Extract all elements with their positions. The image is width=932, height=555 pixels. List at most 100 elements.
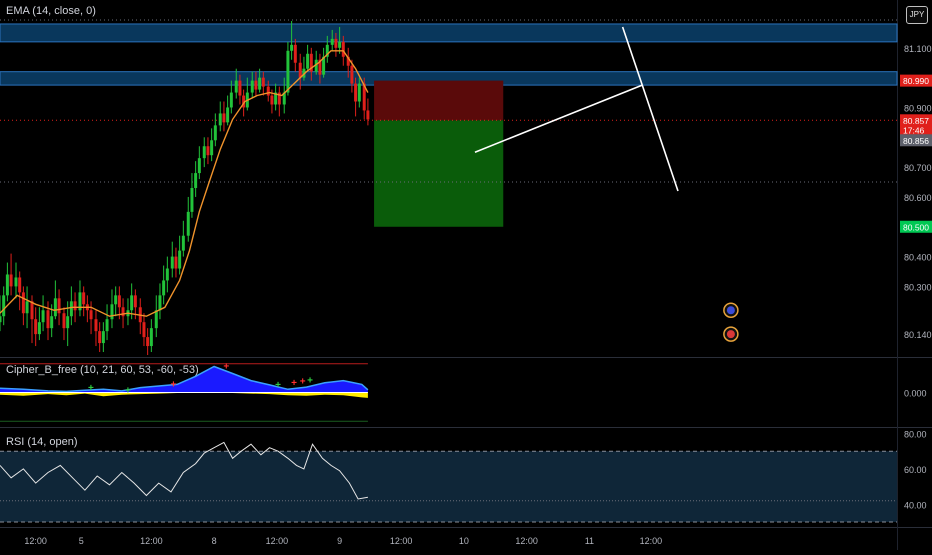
candle bbox=[325, 44, 329, 57]
trendline bbox=[474, 84, 643, 153]
candle bbox=[234, 80, 238, 93]
price-axis-label: 80.700 bbox=[904, 163, 932, 173]
candle bbox=[242, 95, 246, 108]
candle bbox=[314, 59, 318, 72]
price-tag-label: 80.856 bbox=[903, 136, 929, 146]
trendline bbox=[621, 26, 679, 192]
candle bbox=[117, 295, 121, 308]
candle bbox=[354, 83, 358, 102]
candle bbox=[202, 146, 206, 159]
candle bbox=[274, 92, 278, 105]
candle bbox=[57, 298, 61, 314]
price-axis-label: 80.300 bbox=[904, 282, 932, 292]
candle bbox=[286, 50, 290, 93]
buy-signal: + bbox=[88, 383, 94, 394]
candle bbox=[226, 107, 230, 123]
take-profit-zone bbox=[374, 120, 504, 227]
candle bbox=[53, 298, 57, 317]
buy-signal: + bbox=[125, 385, 131, 396]
candle bbox=[73, 301, 77, 311]
price-tag bbox=[900, 123, 932, 136]
candle bbox=[290, 44, 294, 51]
candle bbox=[154, 310, 158, 329]
currency-label[interactable]: JPY bbox=[906, 6, 928, 24]
candle bbox=[282, 92, 286, 105]
candle bbox=[197, 158, 201, 174]
price-axis-label: 80.140 bbox=[904, 330, 932, 340]
buy-signal: + bbox=[275, 380, 281, 391]
candle bbox=[298, 62, 302, 78]
rsi-line bbox=[0, 441, 368, 500]
candle bbox=[261, 77, 265, 87]
candle bbox=[229, 92, 233, 108]
candle bbox=[162, 280, 166, 296]
price-axis-label: 80.400 bbox=[904, 253, 932, 263]
candle bbox=[190, 187, 194, 212]
cipher-legend[interactable]: Cipher_B_free (10, 21, 60, 53, -60, -53) bbox=[6, 364, 199, 376]
candle bbox=[309, 53, 313, 72]
rsi-axis-label: 80.00 bbox=[904, 430, 927, 440]
sell-signal: + bbox=[170, 379, 176, 390]
sell-signal: + bbox=[291, 378, 297, 389]
candle bbox=[350, 65, 354, 84]
candle bbox=[366, 110, 370, 120]
candle bbox=[69, 301, 73, 317]
candle bbox=[346, 56, 350, 66]
event-marker-dot bbox=[726, 330, 735, 339]
ema-legend[interactable]: EMA (14, close, 0) bbox=[6, 5, 96, 17]
candle bbox=[89, 310, 93, 320]
price-axis-label: 81.100 bbox=[904, 44, 932, 54]
sell-signal: + bbox=[300, 377, 306, 388]
candle bbox=[149, 328, 153, 347]
candle bbox=[178, 250, 182, 269]
buy-signal: + bbox=[307, 376, 313, 387]
candle bbox=[0, 316, 2, 323]
candle bbox=[362, 83, 366, 111]
rsi-axis-label: 60.00 bbox=[904, 465, 927, 475]
rsi-legend[interactable]: RSI (14, open) bbox=[6, 436, 78, 448]
cipher-axis-label: 0.000 bbox=[904, 389, 927, 399]
time-axis-label: 9 bbox=[337, 536, 342, 546]
cipher-wave-line bbox=[0, 365, 369, 393]
candle bbox=[334, 38, 338, 48]
candle bbox=[357, 83, 361, 102]
candle bbox=[210, 140, 214, 156]
candle bbox=[9, 274, 13, 287]
candle bbox=[306, 53, 310, 69]
candle bbox=[110, 304, 114, 320]
price-tag-label: 17:46 bbox=[903, 125, 925, 135]
candle bbox=[82, 292, 86, 305]
price-tag-label: 80.990 bbox=[903, 76, 929, 86]
candle bbox=[254, 80, 258, 90]
candle bbox=[174, 256, 178, 269]
price-tag bbox=[900, 220, 932, 233]
candle bbox=[46, 310, 50, 329]
candle bbox=[94, 319, 98, 332]
time-axis-label: 10 bbox=[459, 536, 469, 546]
candle bbox=[25, 301, 29, 314]
candle bbox=[165, 268, 169, 281]
candle bbox=[34, 319, 38, 335]
candle bbox=[121, 307, 125, 317]
candle bbox=[213, 125, 217, 141]
candle bbox=[114, 295, 118, 305]
candle bbox=[18, 277, 22, 293]
candle bbox=[186, 211, 190, 236]
candle bbox=[50, 316, 54, 329]
price-tag-label: 80.500 bbox=[903, 222, 929, 232]
candle bbox=[30, 301, 34, 320]
candle bbox=[293, 44, 297, 63]
candle bbox=[341, 41, 345, 57]
candle bbox=[277, 92, 281, 105]
stop-loss-zone bbox=[374, 80, 504, 121]
candle bbox=[181, 235, 185, 251]
candle bbox=[37, 322, 41, 335]
ema-line bbox=[0, 50, 369, 317]
candle bbox=[250, 80, 254, 93]
candle bbox=[266, 86, 270, 96]
candle bbox=[130, 295, 134, 311]
price-tag bbox=[900, 114, 932, 127]
candle bbox=[146, 337, 150, 347]
candle bbox=[78, 292, 82, 311]
